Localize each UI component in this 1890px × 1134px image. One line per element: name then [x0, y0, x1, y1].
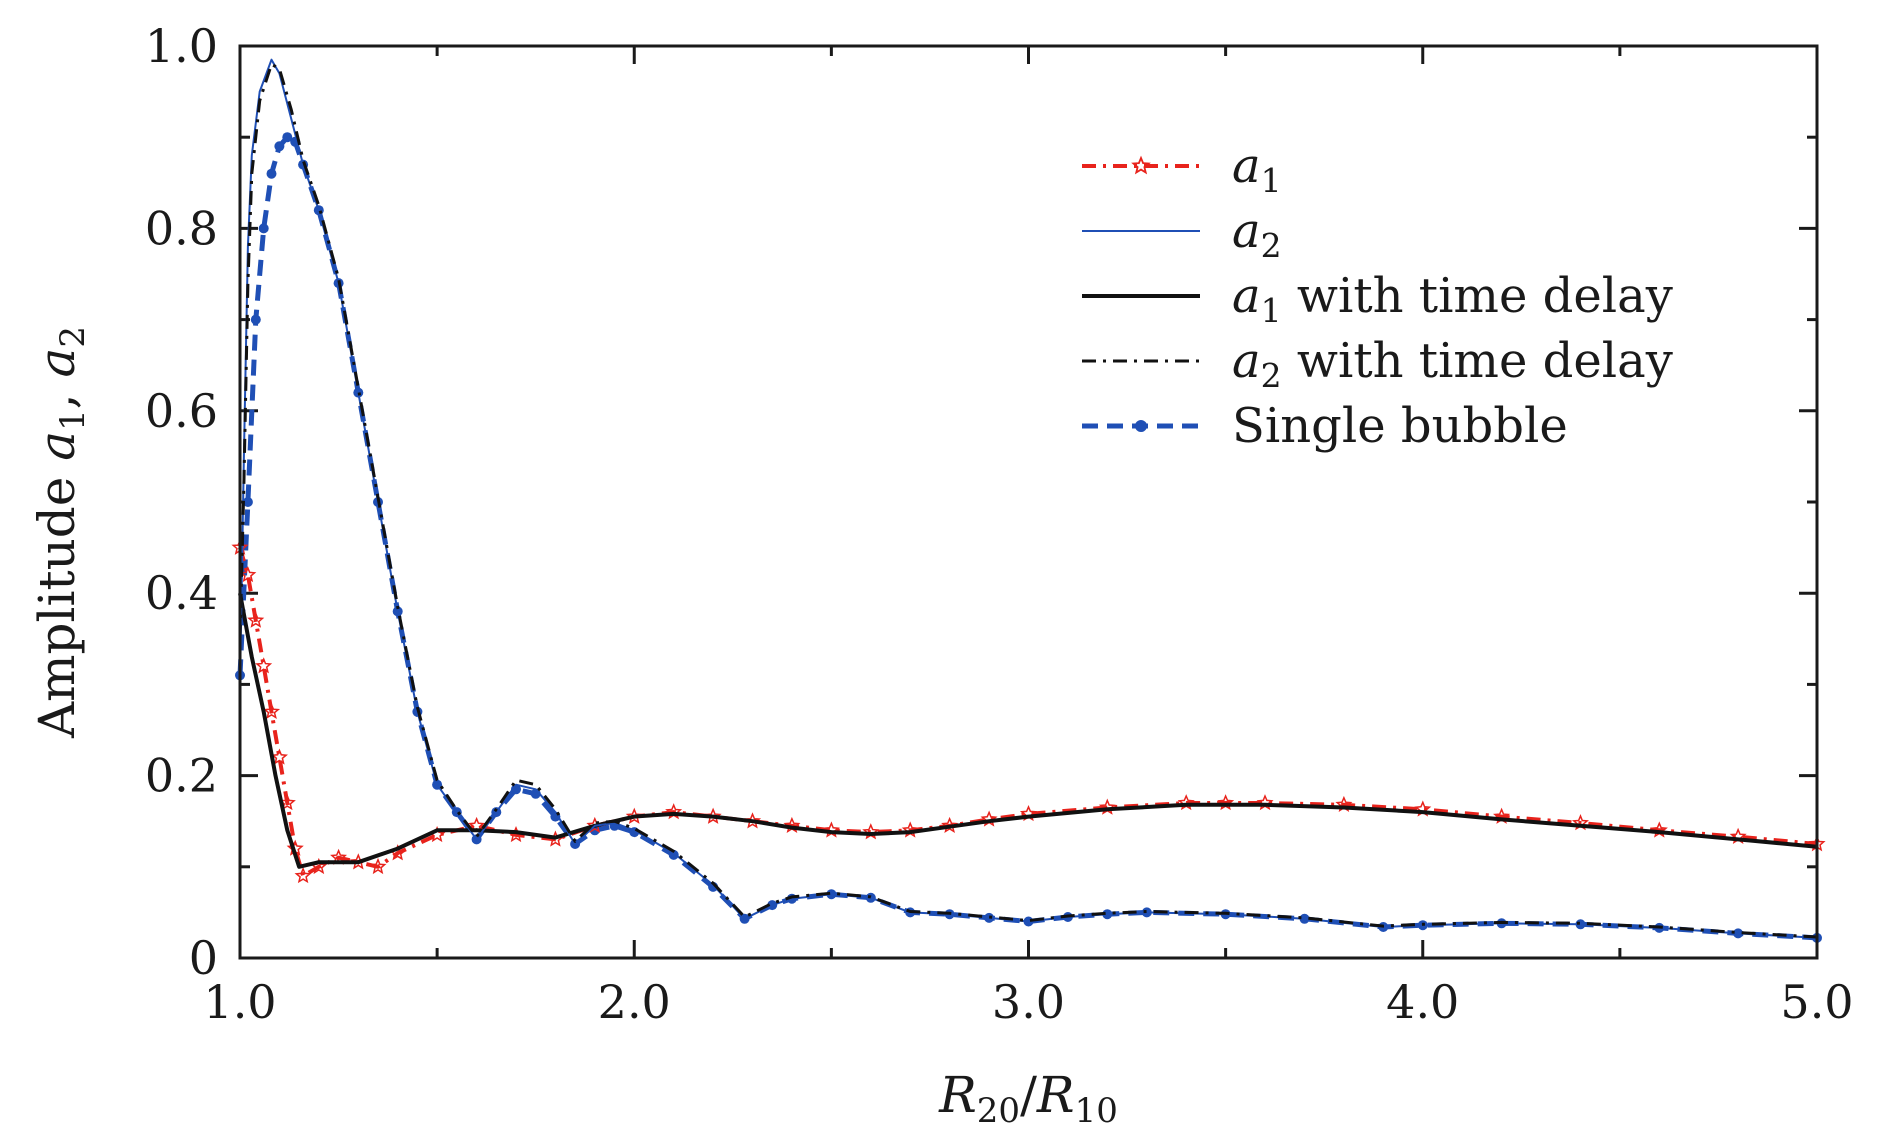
- legend-item-a2: a2: [1082, 203, 1282, 265]
- y-label-a1-sub: 1: [53, 409, 93, 431]
- legend-label-suffix-a2-delay: with time delay: [1282, 333, 1673, 389]
- point-single-2: [250, 314, 261, 325]
- legend-label-a1-delay: a1 with time delay: [1232, 268, 1673, 330]
- y-label-a1-base: a: [28, 431, 86, 461]
- legend-label-sub-a1-delay: 1: [1261, 291, 1282, 330]
- point-single-5: [274, 141, 285, 152]
- tick-labels: 1.0 2.0 3.0 4.0 5.0 0 0.2 0.4 0.6 0.8 1.0: [145, 19, 1854, 1029]
- x-label-r10-base: R: [1036, 1066, 1075, 1124]
- y-label-prefix: Amplitude: [28, 461, 86, 739]
- point-a1-12: [369, 857, 387, 875]
- y-axis-label: Amplitude a1, a2: [28, 326, 93, 739]
- legend-label-sub-a2: 2: [1261, 226, 1282, 265]
- y-tick-label-4: 0.8: [145, 201, 218, 255]
- legend-label-suffix-a1-delay: with time delay: [1282, 268, 1673, 324]
- y-tick-label-3: 0.6: [145, 384, 218, 438]
- legend-item-a1-delay: a1 with time delay: [1082, 268, 1673, 330]
- legend-label-a2: a2: [1232, 203, 1282, 265]
- legend-marker-a1: [1131, 155, 1151, 175]
- x-axis-label: R20/R10: [938, 1066, 1118, 1131]
- point-a1-3: [255, 657, 273, 674]
- x-label-slash: /: [1020, 1066, 1037, 1124]
- x-label-r20-sub: 20: [977, 1091, 1020, 1131]
- y-label-a2-sub: 2: [53, 326, 93, 348]
- point-single-6: [282, 132, 293, 143]
- series-a1-delay: [238, 592, 1818, 869]
- legend-label-base-a1-delay: a: [1232, 268, 1261, 324]
- y-label-comma: ,: [28, 377, 86, 409]
- legend-label-single: Single bubble: [1232, 398, 1568, 454]
- point-a1-8: [294, 866, 312, 884]
- legend-label-a2-delay: a2 with time delay: [1232, 333, 1673, 395]
- x-tick-label-2: 3.0: [992, 975, 1065, 1029]
- legend-label-base-a2-delay: a: [1232, 333, 1261, 389]
- point-a1-2: [247, 611, 265, 628]
- legend-label-a1: a1: [1232, 138, 1282, 200]
- point-single-1: [242, 497, 253, 507]
- legend-label-base-a1: a: [1232, 138, 1261, 194]
- y-tick-label-0: 0: [189, 931, 218, 985]
- point-single-3: [258, 223, 269, 234]
- point-a1-4: [263, 702, 281, 719]
- plot-frame: [238, 44, 1819, 960]
- legend-item-a1: a1: [1082, 138, 1282, 200]
- legend-label-sub-a2-delay: 2: [1261, 356, 1282, 395]
- point-single-4: [266, 168, 277, 179]
- x-tick-label-0: 1.0: [203, 975, 276, 1029]
- legend-item-a2-delay: a2 with time delay: [1082, 333, 1673, 395]
- x-label-r10-sub: 10: [1075, 1091, 1118, 1131]
- legend-label-base-a2: a: [1232, 203, 1261, 259]
- y-tick-label-2: 0.4: [145, 566, 218, 620]
- y-tick-label-1: 0.2: [145, 749, 218, 803]
- x-label-r20-base: R: [938, 1066, 977, 1124]
- series-line-a2-delay: [238, 62, 1818, 939]
- x-tick-label-1: 2.0: [598, 975, 671, 1029]
- series-layer: [231, 58, 1826, 943]
- point-a1-5: [270, 748, 288, 765]
- legend-label-sub-a1: 1: [1261, 161, 1282, 200]
- x-tick-label-3: 4.0: [1386, 975, 1459, 1029]
- x-tick-label-4: 5.0: [1780, 975, 1853, 1029]
- point-a1-27: [941, 816, 959, 833]
- legend-label-text-single: Single bubble: [1232, 398, 1568, 454]
- series-a2-delay: [238, 62, 1818, 939]
- series-line-a1-delay: [238, 592, 1818, 869]
- y-tick-label-5: 1.0: [145, 19, 218, 73]
- legend-item-single: Single bubble: [1082, 398, 1568, 454]
- legend-marker-single: [1135, 420, 1147, 432]
- y-label-a2-base: a: [28, 348, 86, 378]
